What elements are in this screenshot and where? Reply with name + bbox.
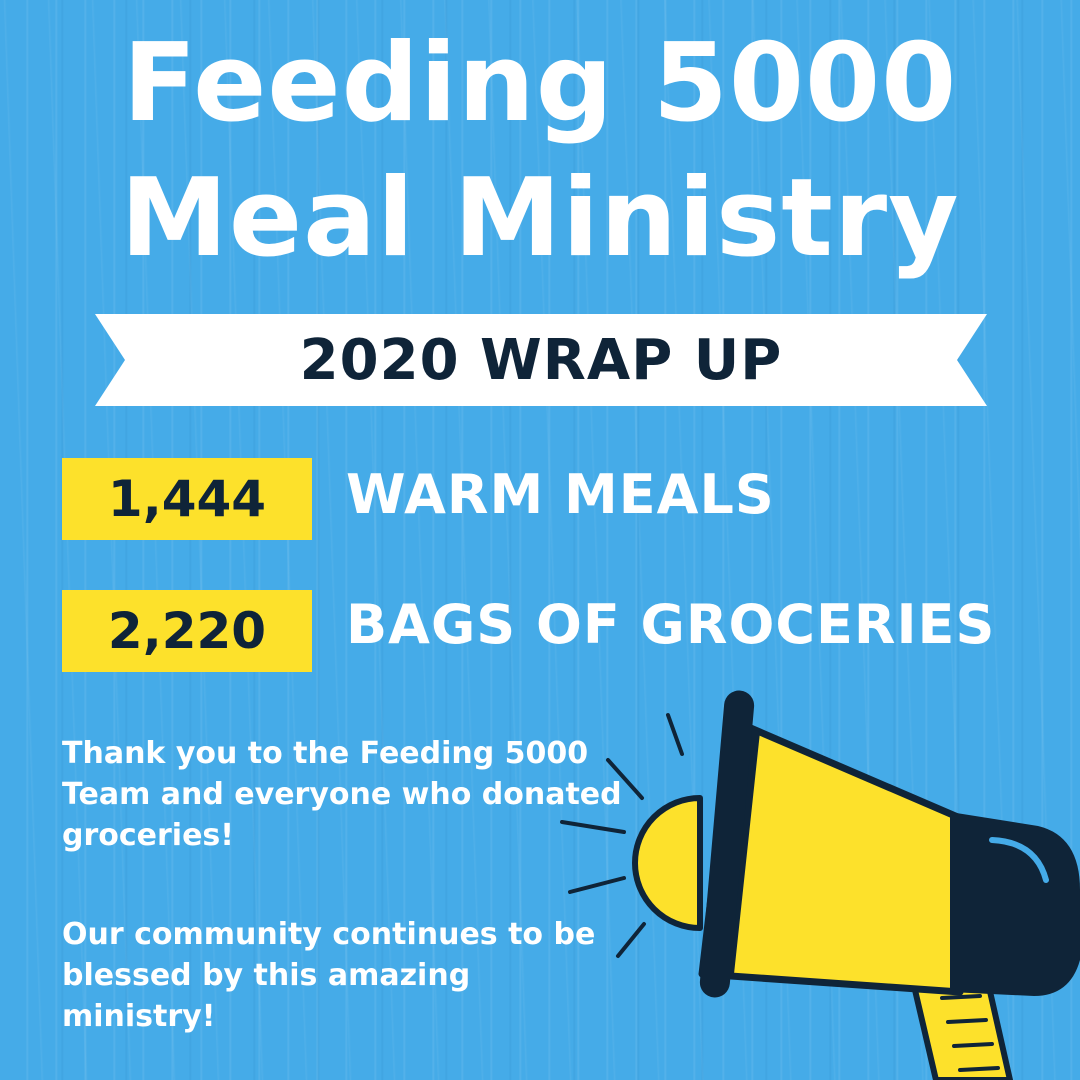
stat-label: BAGS OF GROCERIES	[346, 593, 996, 656]
banner-text: 2020 WRAP UP	[299, 327, 783, 393]
stat-value-box: 2,220	[62, 590, 312, 672]
title-line-1: Feeding 5000	[122, 21, 958, 146]
thank-you-message: Thank you to the Feeding 5000 Team and e…	[62, 736, 622, 853]
wrap-up-banner: 2020 WRAP UP	[95, 314, 987, 406]
banner-ribbon-shape	[95, 314, 987, 406]
stat-value-box: 1,444	[62, 458, 312, 540]
megaphone-icon	[560, 690, 1080, 1080]
title-line-2: Meal Ministry	[120, 156, 960, 281]
community-message: Our community continues to be blessed by…	[62, 917, 596, 1034]
stat-label: WARM MEALS	[346, 463, 775, 526]
